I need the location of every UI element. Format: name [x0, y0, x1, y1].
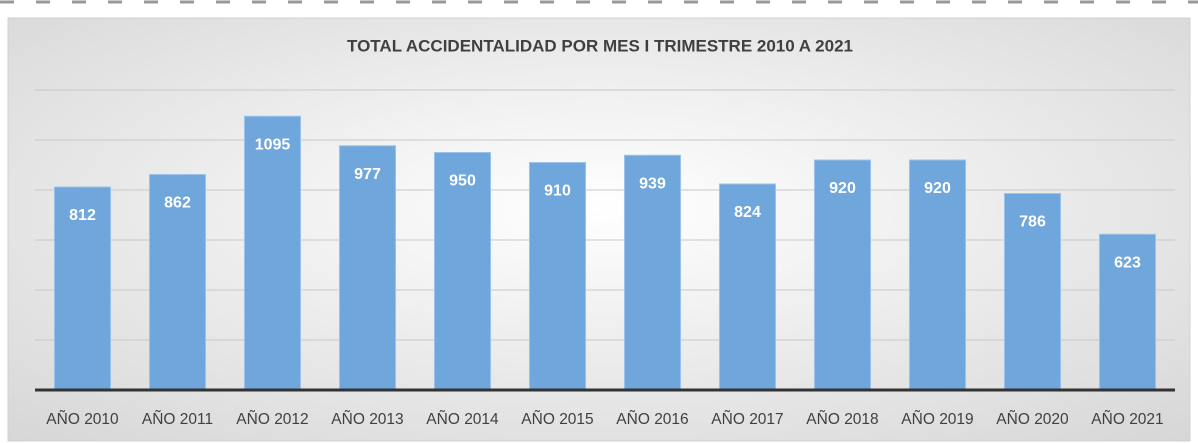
bar — [148, 174, 207, 391]
x-tick-label: AÑO 2014 — [426, 411, 499, 428]
bar — [1003, 193, 1062, 391]
bar — [528, 162, 587, 391]
value-label: 977 — [354, 166, 381, 183]
bar — [53, 186, 112, 391]
value-label: 920 — [829, 180, 856, 197]
x-tick-label: AÑO 2017 — [711, 411, 783, 428]
value-label: 786 — [1019, 214, 1046, 231]
bar — [623, 154, 682, 391]
value-label: 623 — [1114, 254, 1141, 271]
x-tick-label: AÑO 2018 — [806, 411, 878, 428]
x-tick-label: AÑO 2015 — [521, 411, 593, 428]
value-label: 812 — [69, 207, 96, 224]
x-tick-label: AÑO 2012 — [236, 411, 308, 428]
value-label: 910 — [544, 183, 571, 200]
bar — [433, 152, 492, 391]
bar — [1098, 233, 1157, 391]
x-tick-label: AÑO 2011 — [142, 411, 213, 428]
chart-title: TOTAL ACCIDENTALIDAD POR MES I TRIMESTRE… — [347, 36, 853, 55]
value-label: 939 — [639, 175, 666, 192]
value-label: 1095 — [255, 136, 291, 153]
x-tick-label: AÑO 2021 — [1091, 411, 1163, 428]
value-label: 950 — [449, 173, 476, 190]
x-tick-label: AÑO 2013 — [331, 411, 403, 428]
value-label: 920 — [924, 180, 951, 197]
value-label: 824 — [734, 204, 761, 221]
bar — [718, 183, 777, 391]
x-tick-label: AÑO 2010 — [46, 411, 119, 428]
x-tick-label: AÑO 2016 — [616, 411, 688, 428]
bar — [908, 159, 967, 391]
bar — [243, 115, 302, 391]
bar — [338, 145, 397, 391]
x-tick-label: AÑO 2020 — [996, 411, 1069, 428]
value-label: 862 — [164, 195, 191, 212]
x-tick-label: AÑO 2019 — [901, 411, 973, 428]
